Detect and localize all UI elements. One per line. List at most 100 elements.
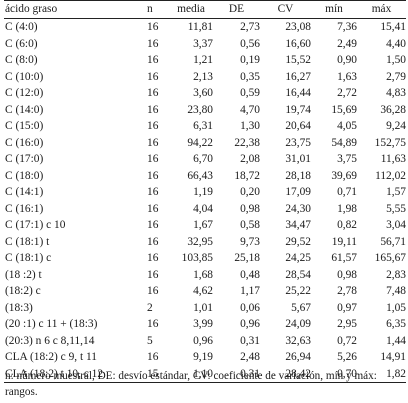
cell-de: 0,06 xyxy=(240,301,260,314)
cell-fatty-acid: C (16:1) xyxy=(5,202,44,215)
cell-media: 1,01 xyxy=(193,301,213,314)
cell-min: 61,57 xyxy=(331,252,357,264)
cell-fatty-acid: C (14:0) xyxy=(5,103,44,116)
cell-fatty-acid: C (17:1) c 10 xyxy=(5,219,66,231)
cell-min: 0,82 xyxy=(337,219,357,231)
cell-fatty-acid: CLA (18:2) t 10, c 12 xyxy=(4,365,147,383)
cell-min: 0,98 xyxy=(337,268,357,281)
cell-max: 2,79 xyxy=(386,70,406,83)
cell-fatty-acid: (20:3) n 6 c 8,11,14 xyxy=(5,334,95,347)
cell-media: 23,80 xyxy=(187,103,213,116)
cell-n: 16 xyxy=(147,268,159,281)
cell-min: 0,97 xyxy=(337,301,357,314)
cell-min: 0,72 xyxy=(337,334,357,347)
cell-min: 0,70 xyxy=(311,365,357,383)
cell-max: 6,35 xyxy=(386,318,406,330)
cell-n: 16 xyxy=(147,186,159,198)
cell-media: 1,21 xyxy=(193,54,213,66)
cell-fatty-acid: C (12:0) xyxy=(5,87,44,99)
cell-fatty-acid: (20 :1) c 11 + (18:3) xyxy=(5,318,98,330)
table-row: C (18:0) 16 66,43 18,72 28,18 39,69 112,02 xyxy=(4,168,406,185)
cell-fatty-acid: C (18:1) c xyxy=(5,252,52,264)
cell-media: 32,95 xyxy=(187,235,213,248)
cell-max: 9,24 xyxy=(386,120,406,132)
cell-max: 2,83 xyxy=(386,268,406,281)
cell-max: 5,55 xyxy=(386,202,406,215)
header-min: mín xyxy=(311,0,357,19)
cell-media: 94,22 xyxy=(187,136,213,149)
table-row: C (10:0) 16 2,13 0,35 16,27 1,63 2,79 xyxy=(4,69,406,86)
cell-cv: 32,63 xyxy=(285,334,311,347)
cell-media: 4,04 xyxy=(193,202,213,215)
cell-fatty-acid: C (8:0) xyxy=(5,54,38,66)
cell-de: 2,73 xyxy=(240,21,260,33)
cell-media: 1,19 xyxy=(193,186,213,198)
cell-fatty-acid: (18:3) xyxy=(5,301,33,314)
cell-de: 0,31 xyxy=(213,365,260,383)
cell-n: 16 xyxy=(147,318,159,330)
cell-max: 3,04 xyxy=(386,219,406,231)
cell-cv: 24,30 xyxy=(285,202,311,215)
cell-de: 0,56 xyxy=(240,37,260,50)
cell-n: 16 xyxy=(147,120,159,132)
cell-cv: 17,09 xyxy=(285,186,311,198)
cell-fatty-acid: C (17:0) xyxy=(5,153,44,165)
cell-cv: 23,08 xyxy=(285,21,311,33)
cell-max: 1,05 xyxy=(386,301,406,314)
cell-de: 0,20 xyxy=(240,186,260,198)
cell-max: 11,63 xyxy=(380,153,406,165)
cell-min: 54,89 xyxy=(331,136,357,149)
cell-n: 16 xyxy=(147,136,159,149)
cell-cv: 15,52 xyxy=(285,54,311,66)
cell-de: 18,72 xyxy=(234,169,260,182)
cell-n: 16 xyxy=(147,202,159,215)
cell-n: 16 xyxy=(147,219,159,231)
cell-n: 15 xyxy=(147,365,169,383)
cell-min: 19,11 xyxy=(331,235,357,248)
cell-de: 0,31 xyxy=(240,334,260,347)
cell-max: 1,50 xyxy=(386,54,406,66)
cell-cv: 24,25 xyxy=(285,252,311,264)
cell-de: 0,96 xyxy=(240,318,260,330)
table-row: C (17:0) 16 6,70 2,08 31,01 3,75 11,63 xyxy=(4,151,406,168)
table-row: C (17:1) c 10 16 1,67 0,58 34,47 0,82 3,04 xyxy=(4,217,406,234)
cell-cv: 28,18 xyxy=(285,169,311,182)
cell-min: 7,36 xyxy=(337,21,357,33)
cell-n: 16 xyxy=(147,70,159,83)
cell-n: 16 xyxy=(147,54,159,66)
cell-cv: 16,44 xyxy=(285,87,311,99)
table-row: C (14:0) 16 23,80 4,70 19,74 15,69 36,28 xyxy=(4,102,406,119)
header-cv: CV xyxy=(260,0,311,19)
cell-n: 5 xyxy=(147,334,153,347)
cell-min: 1,63 xyxy=(337,70,357,83)
cell-max: 1,44 xyxy=(386,334,406,347)
cell-n: 2 xyxy=(147,301,153,314)
cell-cv: 28,42 xyxy=(260,365,311,383)
cell-media: 1,10 xyxy=(169,365,213,383)
table-row: (18 :2) t 16 1,68 0,48 28,54 0,98 2,83 xyxy=(4,267,406,284)
cell-de: 0,98 xyxy=(240,202,260,215)
cell-de: 0,35 xyxy=(240,70,260,83)
cell-min: 0,90 xyxy=(337,54,357,66)
cell-cv: 29,52 xyxy=(285,235,311,248)
header-max: máx xyxy=(357,0,406,19)
cell-media: 6,31 xyxy=(193,120,213,132)
cell-media: 3,37 xyxy=(193,37,213,50)
cell-max: 36,28 xyxy=(380,103,406,116)
cell-n: 16 xyxy=(147,21,159,33)
cell-fatty-acid: CLA (18:2) c 9, t 11 xyxy=(5,351,97,363)
header-media: media xyxy=(169,0,213,19)
cell-media: 1,68 xyxy=(193,268,213,281)
table-row: C (4:0) 16 11,81 2,73 23,08 7,36 15,41 xyxy=(4,19,406,36)
table-row: C (15:0) 16 6,31 1,30 20,64 4,05 9,24 xyxy=(4,118,406,135)
cell-max: 7,48 xyxy=(386,285,406,297)
table-row: C (8:0) 16 1,21 0,19 15,52 0,90 1,50 xyxy=(4,52,406,69)
cell-de: 0,19 xyxy=(240,54,260,66)
cell-media: 66,43 xyxy=(187,169,213,182)
table-row: (20 :1) c 11 + (18:3) 16 3,99 0,96 24,09 2,95… xyxy=(4,316,406,333)
cell-media: 11,81 xyxy=(187,21,213,33)
cell-max: 56,71 xyxy=(380,235,406,248)
table-row: (18:2) c 16 4,62 1,17 25,22 2,78 7,48 xyxy=(4,283,406,300)
cell-max: 4,83 xyxy=(386,87,406,99)
cell-max: 1,57 xyxy=(386,186,406,198)
